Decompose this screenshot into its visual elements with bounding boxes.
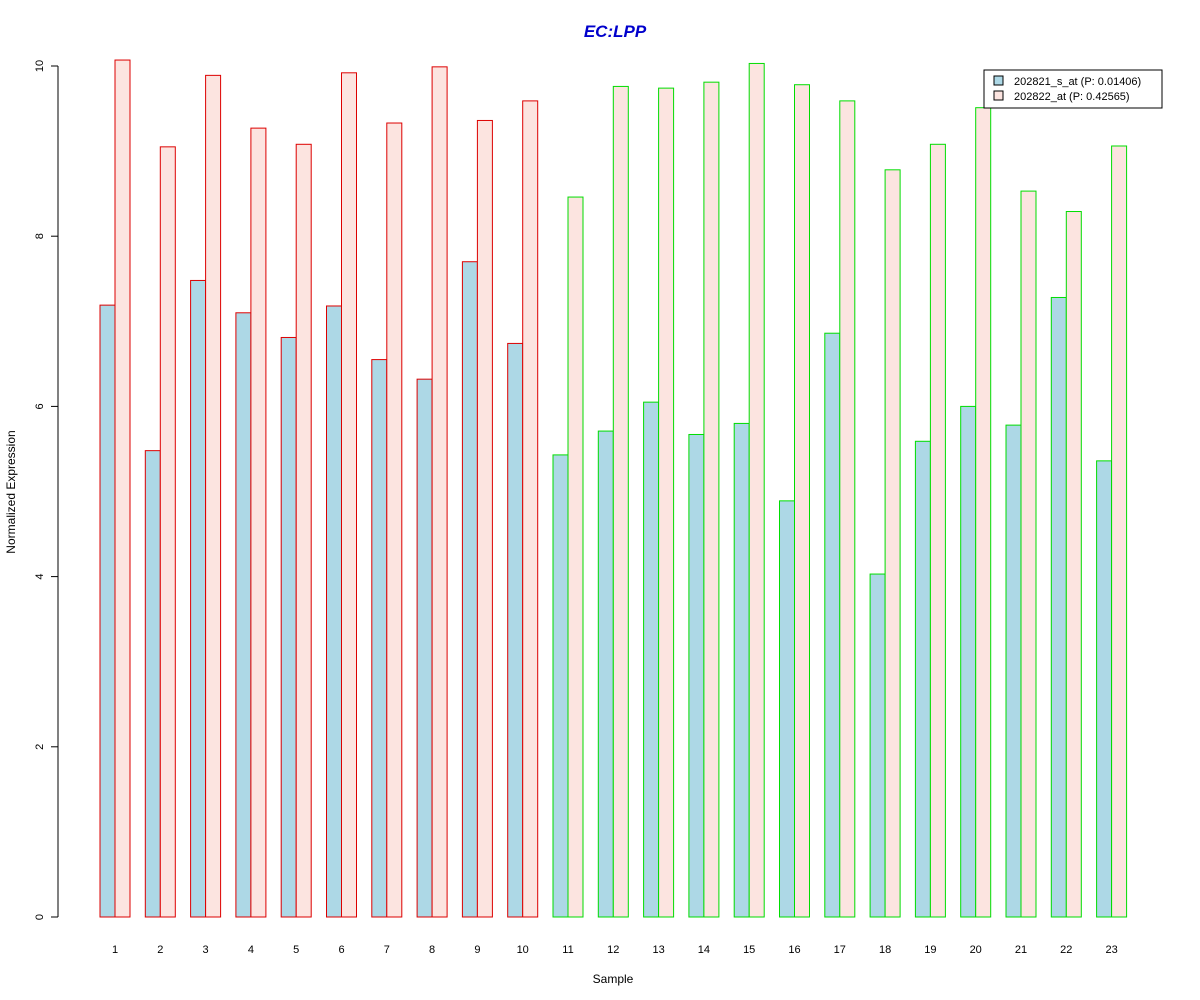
y-tick-label-8: 8 — [34, 233, 46, 239]
bar-sample-7-series-1 — [371, 359, 388, 918]
x-tick-label-2: 2 — [157, 944, 163, 956]
x-tick-label-23: 23 — [1105, 944, 1117, 956]
bar-sample-22-series-1 — [1050, 296, 1067, 918]
x-tick-label-9: 9 — [474, 944, 480, 956]
x-tick-labels: 1 2 3 4 5 6 7 8 9 10 11 12 13 14 15 16 17 18 19 20 21 22 23 — [112, 944, 1118, 956]
bar-sample-14-series-2 — [703, 81, 720, 918]
x-tick-label-10: 10 — [517, 944, 529, 956]
x-tick-label-13: 13 — [652, 944, 664, 956]
bar-group — [99, 59, 1128, 918]
x-tick-label-21: 21 — [1015, 944, 1027, 956]
bar-sample-12-series-1 — [597, 430, 614, 918]
legend-label-202821: 202821_s_at (P: 0.01406) — [1014, 76, 1141, 88]
legend-swatch-202821 — [993, 75, 1004, 86]
y-axis-title: Normalized Expression — [4, 430, 18, 553]
bar-sample-23-series-2 — [1111, 145, 1128, 918]
bar-sample-8-series-2 — [431, 66, 448, 918]
legend-label-202822: 202822_at (P: 0.42565) — [1014, 91, 1130, 103]
x-tick-label-14: 14 — [698, 944, 710, 956]
x-tick-label-7: 7 — [384, 944, 390, 956]
bar-sample-8-series-1 — [416, 378, 433, 918]
bar-sample-20-series-2 — [975, 107, 992, 918]
bar-sample-4-series-2 — [250, 127, 267, 918]
bar-sample-5-series-2 — [295, 143, 312, 918]
x-tick-label-4: 4 — [248, 944, 254, 956]
x-axis-title: Sample — [593, 972, 634, 986]
x-tick-label-5: 5 — [293, 944, 299, 956]
legend: 202821_s_at (P: 0.01406) 202822_at (P: 0… — [983, 69, 1163, 109]
x-tick-label-16: 16 — [788, 944, 800, 956]
bar-sample-17-series-2 — [839, 100, 856, 918]
x-tick-label-11: 11 — [562, 944, 573, 956]
y-tick-label-6: 6 — [34, 403, 46, 409]
bar-sample-5-series-1 — [280, 336, 297, 918]
bar-sample-11-series-1 — [552, 454, 569, 918]
legend-box — [983, 69, 1163, 109]
bar-sample-17-series-1 — [824, 332, 841, 918]
bar-sample-22-series-2 — [1065, 211, 1082, 918]
bar-sample-6-series-1 — [326, 305, 342, 918]
bar-sample-19-series-1 — [914, 440, 931, 918]
x-tick-label-1: 1 — [112, 944, 118, 956]
bar-sample-2-series-1 — [144, 450, 161, 918]
x-tick-label-3: 3 — [203, 944, 209, 956]
bar-sample-7-series-2 — [386, 122, 403, 918]
y-tick-label-2: 2 — [34, 744, 46, 750]
bar-sample-12-series-2 — [612, 85, 629, 918]
bar-sample-15-series-2 — [748, 62, 765, 918]
bar-sample-20-series-1 — [960, 405, 977, 918]
x-tick-label-19: 19 — [924, 944, 936, 956]
x-tick-label-17: 17 — [834, 944, 846, 956]
y-tick-label-0: 0 — [34, 914, 46, 920]
bar-sample-1-series-2 — [114, 59, 131, 918]
bar-sample-15-series-1 — [733, 422, 750, 918]
bar-sample-9-series-1 — [461, 261, 478, 918]
bar-sample-10-series-2 — [522, 100, 539, 918]
bar-sample-13-series-2 — [658, 87, 675, 918]
bar-sample-21-series-1 — [1005, 424, 1022, 918]
bar-sample-3-series-2 — [205, 74, 222, 918]
legend-swatch-202822 — [993, 90, 1004, 101]
bar-sample-9-series-2 — [476, 119, 493, 918]
bar-sample-16-series-1 — [779, 500, 795, 918]
bar-sample-6-series-2 — [341, 72, 357, 918]
x-tick-label-20: 20 — [970, 944, 982, 956]
bar-sample-23-series-1 — [1096, 460, 1113, 918]
bar-sample-13-series-1 — [643, 401, 660, 918]
bar-sample-14-series-1 — [688, 433, 705, 918]
x-tick-label-6: 6 — [338, 944, 344, 956]
y-axis: 0 2 4 6 8 10 — [34, 60, 59, 920]
bar-sample-1-series-1 — [99, 304, 116, 918]
x-tick-label-18: 18 — [879, 944, 891, 956]
bar-sample-4-series-1 — [235, 312, 252, 918]
bar-sample-10-series-1 — [507, 342, 524, 918]
bar-sample-16-series-2 — [794, 84, 810, 918]
bar-sample-18-series-1 — [869, 573, 886, 918]
bar-sample-21-series-2 — [1020, 190, 1037, 918]
bar-sample-3-series-1 — [190, 279, 207, 918]
y-tick-label-10: 10 — [34, 60, 46, 72]
x-tick-label-8: 8 — [429, 944, 435, 956]
bar-sample-2-series-2 — [159, 146, 176, 918]
bar-sample-11-series-2 — [567, 196, 584, 918]
x-tick-label-22: 22 — [1060, 944, 1072, 956]
bar-sample-18-series-2 — [884, 169, 901, 918]
x-tick-label-15: 15 — [743, 944, 755, 956]
x-tick-label-12: 12 — [607, 944, 619, 956]
bar-sample-19-series-2 — [929, 143, 946, 918]
chart-title: EC:LPP — [584, 22, 647, 41]
y-tick-label-4: 4 — [34, 574, 46, 580]
